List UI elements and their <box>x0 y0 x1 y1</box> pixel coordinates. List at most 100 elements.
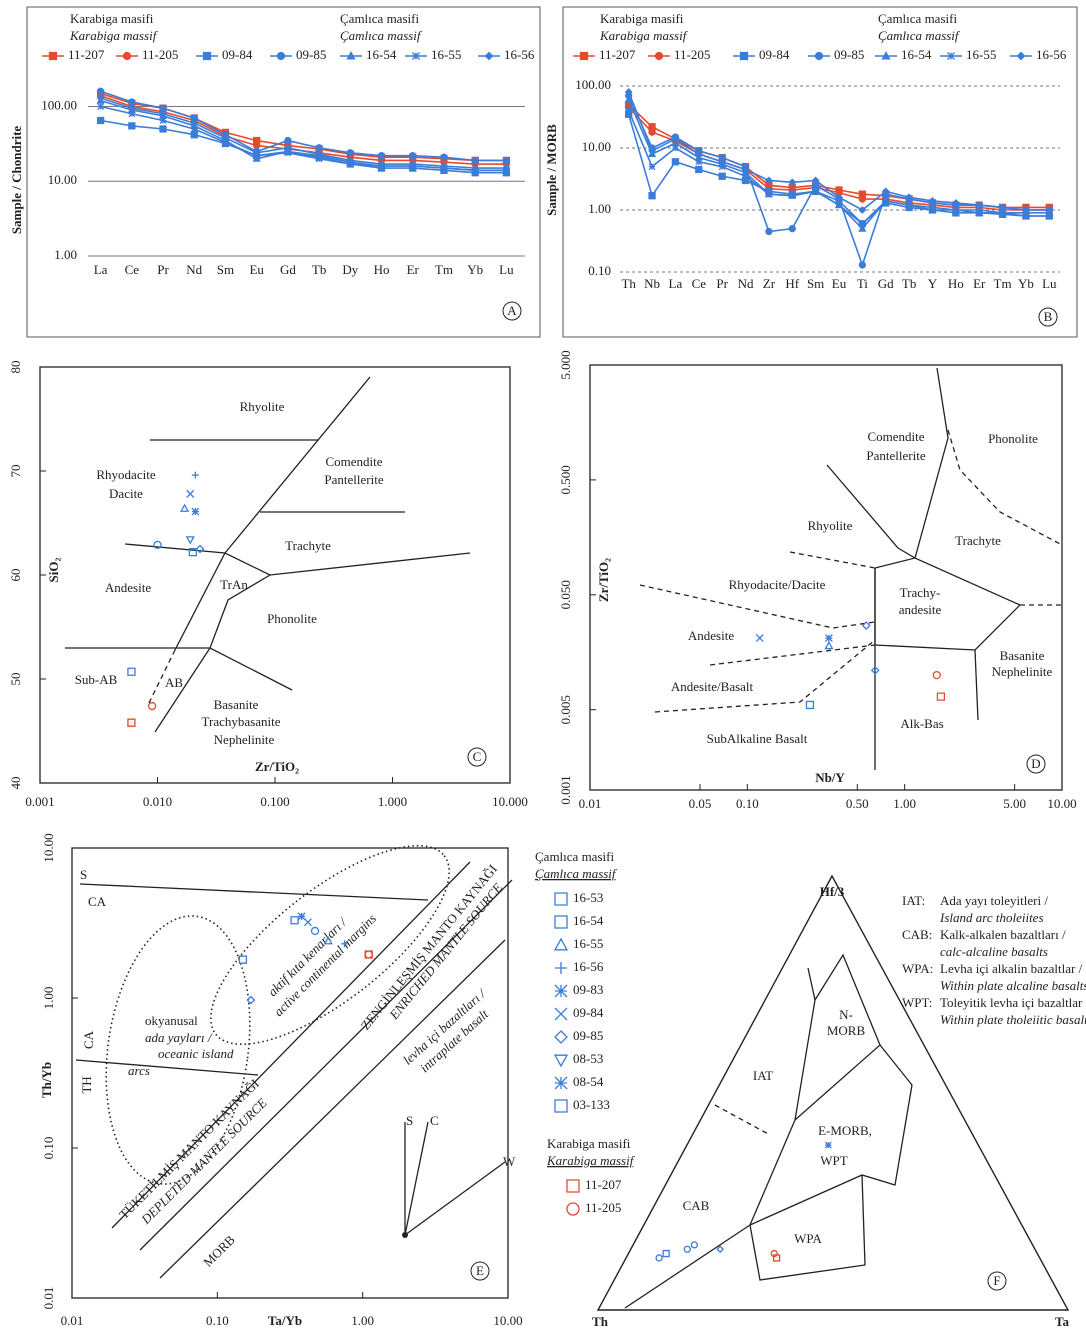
x-tick-label: Ho <box>948 276 964 291</box>
legend-label: 09-85 <box>834 47 864 62</box>
marker <box>881 51 891 60</box>
x-tick-label: Er <box>407 262 420 277</box>
panel-letter: C <box>473 749 482 764</box>
field-label: ZENGİNLEŞMİŞ MANTO KAYNAĞI <box>358 862 501 1033</box>
x-tick-label: Tb <box>312 262 326 277</box>
marker <box>742 172 749 180</box>
marker <box>128 122 136 130</box>
marker <box>741 165 750 174</box>
field-label: DEPLETED MANTLE SOURCE <box>137 1095 269 1227</box>
legend-label: 09-85 <box>573 1028 603 1043</box>
marker <box>346 156 355 165</box>
legend-label: 11-207 <box>68 47 105 62</box>
marker <box>341 940 349 948</box>
marker <box>648 192 656 200</box>
field-label: N- <box>839 1007 853 1022</box>
marker <box>858 261 867 269</box>
marker <box>882 197 890 205</box>
field-label: Basanite <box>1000 648 1045 663</box>
field-label: Basanite <box>214 697 259 712</box>
marker <box>579 51 589 61</box>
marker <box>276 51 286 61</box>
y-tick-label: 10.00 <box>41 833 56 862</box>
legend-label: 16-56 <box>573 959 604 974</box>
legend-label: 16-54 <box>573 913 604 928</box>
field-label: CA <box>88 894 107 909</box>
x-tick-label: Yb <box>1018 276 1034 291</box>
series-line <box>627 99 1050 230</box>
marker <box>238 955 248 964</box>
marker <box>323 936 333 945</box>
x-tick-label: 10.00 <box>493 1313 522 1328</box>
field-label: ENRICHED MANTLE SOURCE <box>386 880 506 1023</box>
x-tick-label: 0.05 <box>689 796 712 811</box>
marker <box>179 503 190 512</box>
marker <box>554 1007 568 1021</box>
marker <box>310 926 320 936</box>
marker <box>824 1141 832 1149</box>
x-tick-label: Lu <box>1042 276 1057 291</box>
x-tick-label: Eu <box>249 262 264 277</box>
legend-subtitle: Karabiga massif <box>546 1153 636 1168</box>
series-line <box>100 105 507 172</box>
x-tick-label: Ho <box>374 262 390 277</box>
x-tick-label: 1.00 <box>893 796 916 811</box>
y-tick-label: 0.01 <box>41 1287 56 1310</box>
legend-label: 11-207 <box>599 47 636 62</box>
x-tick-label: Dy <box>342 262 358 277</box>
panel-frame <box>26 6 541 338</box>
y-tick-label: 40 <box>8 777 23 790</box>
x-tick-label: 0.01 <box>579 796 602 811</box>
marker <box>1016 51 1026 61</box>
marker <box>554 1030 568 1044</box>
marker <box>812 187 820 195</box>
marker <box>998 203 1007 212</box>
marker <box>690 1241 699 1249</box>
y-tick-label: 70 <box>8 465 23 478</box>
field-label: Trachy- <box>900 585 941 600</box>
marker <box>284 149 292 157</box>
marker <box>191 507 200 516</box>
series-line <box>100 90 507 162</box>
field-label: Phonolite <box>988 431 1038 446</box>
x-tick-label: La <box>94 262 108 277</box>
marker <box>159 125 167 133</box>
legend-label: 16-53 <box>573 890 603 905</box>
marker <box>554 1076 568 1090</box>
marker <box>648 163 656 171</box>
field-label: Rhyolite <box>808 518 853 533</box>
field-label: TrAn <box>220 577 248 592</box>
marker <box>315 150 324 159</box>
marker <box>127 667 136 676</box>
marker <box>928 197 937 205</box>
marker <box>147 701 157 711</box>
y-axis-label: Sample / MORB <box>544 124 559 216</box>
marker <box>153 540 162 549</box>
y-tick-label: 0.050 <box>558 580 573 609</box>
field-label: Dacite <box>109 486 143 501</box>
x-tick-label: Th <box>621 276 636 291</box>
vertex-label: Th <box>592 1314 609 1329</box>
marker <box>377 152 386 160</box>
field-label: IAT <box>753 1068 773 1083</box>
x-tick-label: Tm <box>435 262 453 277</box>
marker <box>975 206 983 214</box>
marker <box>159 109 167 118</box>
marker <box>471 164 480 173</box>
y-tick-label: 0.10 <box>41 1137 56 1160</box>
x-tick-label: 10.00 <box>1047 796 1076 811</box>
x-tick-label: 0.50 <box>846 796 869 811</box>
legend-label: 16-56 <box>1036 47 1067 62</box>
marker <box>252 148 261 157</box>
marker <box>662 1249 670 1258</box>
field-label: Rhyodacite <box>96 467 155 482</box>
x-tick-label: Pr <box>157 262 169 277</box>
field-label: S <box>406 1113 413 1128</box>
panel-letter-circle <box>470 1261 490 1281</box>
panel-letter-circle <box>1026 754 1046 774</box>
marker <box>765 227 773 236</box>
field-label: CAB <box>683 1198 710 1213</box>
marker <box>159 117 167 124</box>
marker <box>624 95 633 103</box>
marker <box>222 139 229 146</box>
